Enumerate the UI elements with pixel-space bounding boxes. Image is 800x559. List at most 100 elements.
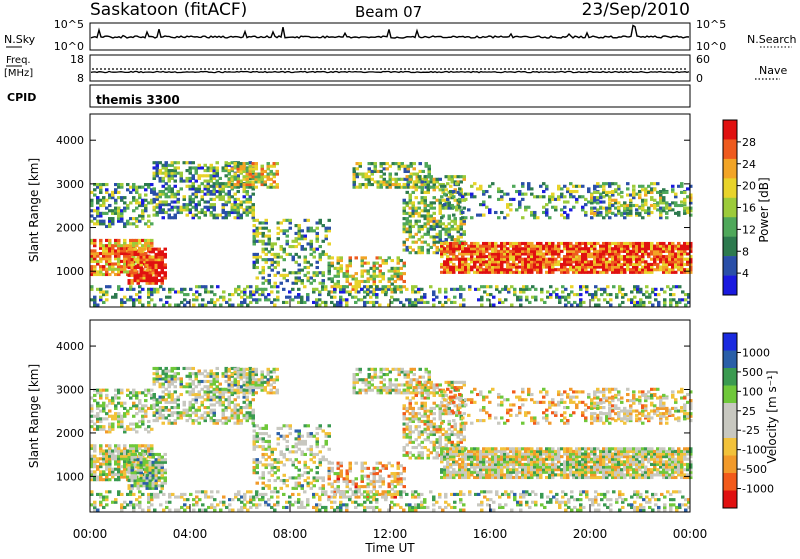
power-cell: [256, 240, 260, 243]
power-cell: [669, 298, 673, 301]
power-cell: [602, 207, 606, 210]
power-cell: [298, 224, 302, 227]
power-cell: [635, 193, 639, 196]
power-cell: [444, 296, 448, 299]
power-cell: [165, 161, 169, 164]
power-cell: [252, 180, 256, 183]
velocity-cell: [96, 412, 100, 415]
velocity-cell: [262, 471, 266, 474]
velocity-cell: [249, 367, 253, 370]
power-cell: [295, 253, 299, 256]
power-cell: [593, 207, 597, 210]
power-cell: [406, 238, 410, 241]
power-cell: [626, 187, 630, 190]
power-cell: [195, 285, 199, 288]
power-cell: [644, 242, 648, 245]
velocity-cell: [126, 449, 130, 452]
power-cell: [150, 288, 154, 291]
power-cell: [349, 275, 353, 278]
power-cell: [120, 209, 124, 212]
power-cell: [111, 296, 115, 299]
power-cell: [488, 185, 492, 188]
power-cell: [328, 227, 332, 230]
power-cell: [452, 190, 456, 193]
power-cell: [286, 279, 290, 282]
freq-label: Freq.: [6, 55, 31, 66]
power-cell: [310, 240, 314, 243]
power-cell: [599, 211, 603, 214]
power-cell: [409, 220, 413, 223]
velocity-cell: [240, 406, 244, 409]
power-cell: [316, 232, 320, 235]
power-cell: [249, 290, 253, 293]
power-cell: [405, 288, 409, 291]
power-cell: [653, 188, 657, 191]
power-cell: [461, 211, 465, 214]
power-cell: [155, 248, 159, 251]
power-cell: [372, 293, 376, 296]
power-cell: [449, 185, 453, 188]
velocity-cell: [153, 393, 157, 396]
power-cell: [397, 256, 401, 259]
power-cell: [374, 162, 378, 165]
velocity-cell: [286, 435, 290, 438]
power-cell: [330, 296, 334, 299]
velocity-cell: [213, 388, 217, 391]
power-cell: [183, 203, 187, 206]
velocity-cell: [201, 388, 205, 391]
velocity-cell: [174, 406, 178, 409]
power-cell: [638, 193, 642, 196]
power-cell: [265, 235, 269, 238]
power-cell: [171, 200, 175, 203]
power-cell: [663, 290, 667, 293]
power-cell: [470, 266, 474, 269]
power-cell: [198, 285, 202, 288]
power-cell: [132, 196, 136, 199]
power-cell: [108, 209, 112, 212]
velocity-cell: [156, 409, 160, 412]
power-cell: [132, 183, 136, 186]
power-cell: [476, 266, 480, 269]
power-cell: [406, 228, 410, 231]
power-cell: [90, 209, 94, 212]
velocity-cell: [192, 367, 196, 370]
velocity-cell: [243, 381, 247, 384]
velocity-cell: [256, 445, 260, 448]
power-cell: [503, 242, 507, 245]
power-cell: [339, 296, 343, 299]
power-cell: [683, 258, 687, 261]
power-cell: [560, 208, 564, 211]
power-cell: [234, 216, 238, 219]
power-cell: [629, 242, 633, 245]
power-cell: [216, 161, 220, 164]
power-cell: [460, 233, 464, 236]
velocity-cell: [111, 415, 115, 418]
power-cell: [424, 175, 428, 178]
power-cell: [120, 260, 124, 263]
power-cell: [445, 188, 449, 191]
velocity-cell: [120, 389, 124, 392]
power-cell: [549, 293, 553, 296]
power-cell: [297, 293, 301, 296]
velocity-cell: [144, 404, 148, 407]
power-cell: [509, 208, 513, 211]
power-cell: [485, 255, 489, 258]
velocity-cell: [114, 468, 118, 471]
velocity-cell: [105, 473, 109, 476]
power-cell: [192, 298, 196, 301]
power-cell: [312, 301, 316, 304]
nsky-tick-high: 10^5: [54, 18, 84, 31]
power-cell: [150, 222, 154, 225]
power-cell: [231, 175, 235, 178]
velocity-cell: [117, 444, 121, 447]
velocity-cell: [117, 412, 121, 415]
velocity-cell: [162, 370, 166, 373]
power-cell: [665, 255, 669, 258]
power-cell: [165, 211, 169, 214]
power-cell: [141, 304, 145, 307]
power-cell: [614, 188, 618, 191]
velocity-cell: [289, 450, 293, 453]
velocity-cell: [268, 456, 272, 459]
power-cell: [321, 301, 325, 304]
power-cell: [572, 190, 576, 193]
